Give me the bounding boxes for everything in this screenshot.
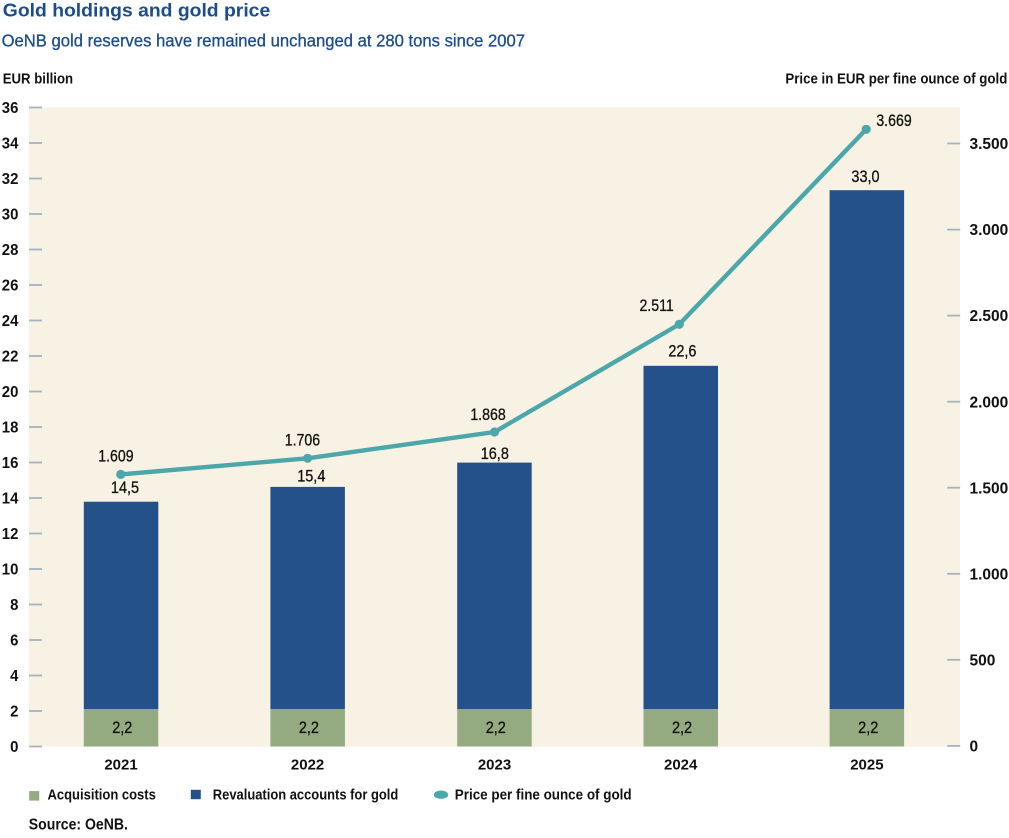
svg-text:500: 500: [970, 652, 996, 669]
svg-text:24: 24: [2, 313, 19, 330]
svg-text:0: 0: [970, 739, 979, 756]
svg-text:34: 34: [2, 135, 19, 152]
svg-text:36: 36: [2, 100, 19, 117]
svg-text:2022: 2022: [291, 757, 324, 774]
svg-text:1.706: 1.706: [285, 431, 320, 449]
svg-text:33,0: 33,0: [851, 168, 879, 186]
svg-text:2.511: 2.511: [639, 297, 673, 315]
svg-text:14: 14: [2, 490, 19, 507]
svg-text:15,4: 15,4: [297, 468, 325, 486]
svg-text:28: 28: [2, 242, 19, 259]
svg-text:2021: 2021: [104, 757, 137, 774]
svg-text:1.609: 1.609: [98, 448, 133, 466]
svg-text:6: 6: [10, 632, 18, 649]
svg-text:1.500: 1.500: [970, 480, 1009, 497]
svg-text:8: 8: [10, 597, 18, 614]
svg-text:2,2: 2,2: [858, 719, 878, 737]
svg-text:Source: OeNB.: Source: OeNB.: [29, 816, 128, 834]
svg-text:12: 12: [2, 526, 19, 543]
svg-text:16,8: 16,8: [481, 445, 509, 463]
svg-text:2,2: 2,2: [486, 719, 506, 737]
svg-text:20: 20: [2, 384, 19, 401]
svg-text:18: 18: [2, 419, 19, 436]
svg-text:2: 2: [10, 703, 18, 720]
svg-text:Acquisition costs: Acquisition costs: [48, 787, 157, 803]
svg-text:2,2: 2,2: [299, 719, 319, 737]
svg-text:Gold holdings and gold price: Gold holdings and gold price: [3, 0, 270, 20]
svg-text:2024: 2024: [664, 757, 698, 774]
svg-text:32: 32: [2, 171, 19, 188]
svg-text:Price per fine ounce of gold: Price per fine ounce of gold: [455, 786, 632, 802]
svg-text:2.500: 2.500: [970, 308, 1009, 325]
svg-text:3.500: 3.500: [970, 136, 1009, 153]
svg-text:OeNB gold reserves have remain: OeNB gold reserves have remained unchang…: [2, 32, 525, 51]
svg-text:1.868: 1.868: [470, 406, 506, 424]
svg-text:10: 10: [2, 561, 19, 578]
svg-text:30: 30: [2, 206, 19, 223]
svg-text:26: 26: [2, 277, 19, 294]
svg-text:0: 0: [10, 739, 18, 756]
svg-text:2,2: 2,2: [112, 719, 132, 737]
svg-text:3.000: 3.000: [970, 222, 1009, 239]
svg-text:2.000: 2.000: [970, 394, 1009, 411]
svg-text:22: 22: [2, 348, 19, 365]
svg-text:2023: 2023: [478, 757, 511, 774]
svg-text:2,2: 2,2: [672, 719, 692, 737]
svg-text:22,6: 22,6: [668, 343, 696, 361]
svg-text:EUR billion: EUR billion: [3, 70, 73, 87]
svg-text:1.000: 1.000: [970, 566, 1009, 583]
svg-text:16: 16: [2, 455, 19, 472]
svg-text:2025: 2025: [850, 757, 883, 774]
svg-text:4: 4: [10, 668, 19, 685]
svg-text:Price in EUR per fine ounce of: Price in EUR per fine ounce of gold: [785, 70, 1007, 87]
svg-text:3.669: 3.669: [876, 112, 911, 130]
svg-text:Revaluation accounts for gold: Revaluation accounts for gold: [213, 787, 398, 803]
svg-text:14,5: 14,5: [111, 479, 139, 497]
